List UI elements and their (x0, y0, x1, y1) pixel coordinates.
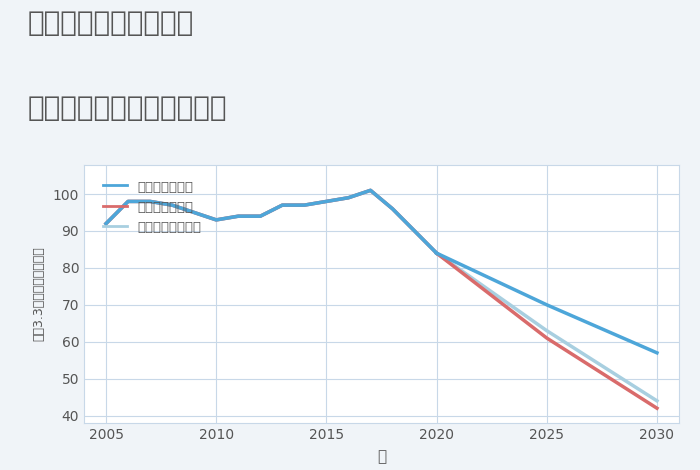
Line: バッドシナリオ: バッドシナリオ (437, 253, 657, 408)
ノーマルシナリオ (542, 328, 551, 334)
Y-axis label: 坪（3.3㎡）単価（万円）: 坪（3.3㎡）単価（万円） (33, 246, 46, 341)
X-axis label: 年: 年 (377, 449, 386, 464)
ノーマルシナリオ (433, 251, 441, 256)
Line: ノーマルシナリオ: ノーマルシナリオ (437, 253, 657, 401)
バッドシナリオ (433, 251, 441, 256)
Text: 中古マンションの価格推移: 中古マンションの価格推移 (28, 94, 228, 122)
グッドシナリオ (433, 251, 441, 256)
Text: 三重県松阪市肥留町の: 三重県松阪市肥留町の (28, 9, 195, 38)
バッドシナリオ (653, 406, 662, 411)
グッドシナリオ (542, 302, 551, 308)
グッドシナリオ (653, 350, 662, 356)
Legend: グッドシナリオ, バッドシナリオ, ノーマルシナリオ: グッドシナリオ, バッドシナリオ, ノーマルシナリオ (97, 174, 208, 240)
ノーマルシナリオ (653, 398, 662, 404)
バッドシナリオ (542, 335, 551, 341)
Line: グッドシナリオ: グッドシナリオ (437, 253, 657, 353)
